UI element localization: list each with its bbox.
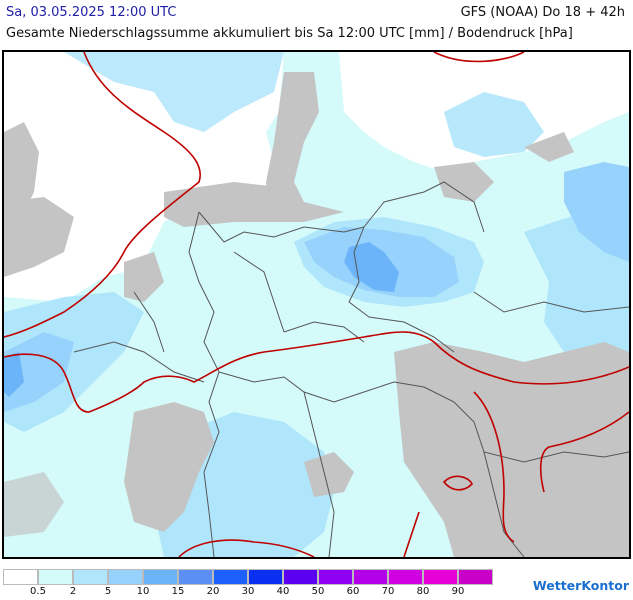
legend-swatch [283,569,318,585]
legend-swatch [353,569,388,585]
legend-tick-label: 5 [104,586,112,597]
dry-area-uk-south [4,197,74,277]
legend-swatch [318,569,353,585]
legend-swatch [248,569,283,585]
legend-tick-label: 0.5 [30,586,46,597]
map-date-title: Sa, 03.05.2025 12:00 UTC [6,5,177,20]
dry-area-channel [124,252,164,302]
dry-area-southeast [394,342,629,557]
dry-area-alps-west [304,452,354,497]
legend-tick-label: 20 [206,586,220,597]
legend-tick-label: 40 [276,586,290,597]
wetterkontor-logo: WetterKontor [532,578,629,593]
dry-area-sweden-south [524,132,574,162]
legend-tick-label: 80 [416,586,430,597]
isobars [4,52,629,557]
dry-area-poland-north [434,162,494,202]
dry-area-denmark [266,72,319,222]
legend-swatch [3,569,38,585]
legend-tick-label: 30 [241,586,255,597]
legend-tick-label: 90 [451,586,465,597]
legend-swatch [388,569,423,585]
rain-area-central-core [344,242,399,292]
legend-swatch [143,569,178,585]
legend-swatch [458,569,493,585]
rain-area-east-mid [564,162,629,262]
rain-area-west-core [4,352,24,397]
legend-swatch [213,569,248,585]
precipitation-map [2,50,631,559]
legend-swatch [178,569,213,585]
precipitation-legend: 0.5 2 5 10 15 20 30 40 50 60 70 80 90 [3,569,503,597]
map-description: Gesamte Niederschlagssumme akkumuliert b… [6,26,573,41]
legend-tick-label: 60 [346,586,360,597]
legend-swatch [73,569,108,585]
rain-area-northeast [444,92,544,157]
legend-swatch [38,569,73,585]
rain-area-north [64,52,284,132]
dry-area-north-coast [164,182,344,227]
dry-area-uk [4,122,39,217]
dry-area-south-edge [4,472,64,537]
legend-tick-label: 10 [136,586,150,597]
legend-tick-label: 70 [381,586,395,597]
legend-swatch [108,569,143,585]
dry-area-southwest [124,402,214,532]
model-run-label: GFS (NOAA) Do 18 + 42h [460,5,625,20]
legend-swatch [423,569,458,585]
legend-tick-label: 15 [171,586,185,597]
legend-tick-label: 50 [311,586,325,597]
country-borders [73,181,629,557]
rain-area-west-heavy [4,332,74,412]
legend-tick-label: 2 [69,586,77,597]
